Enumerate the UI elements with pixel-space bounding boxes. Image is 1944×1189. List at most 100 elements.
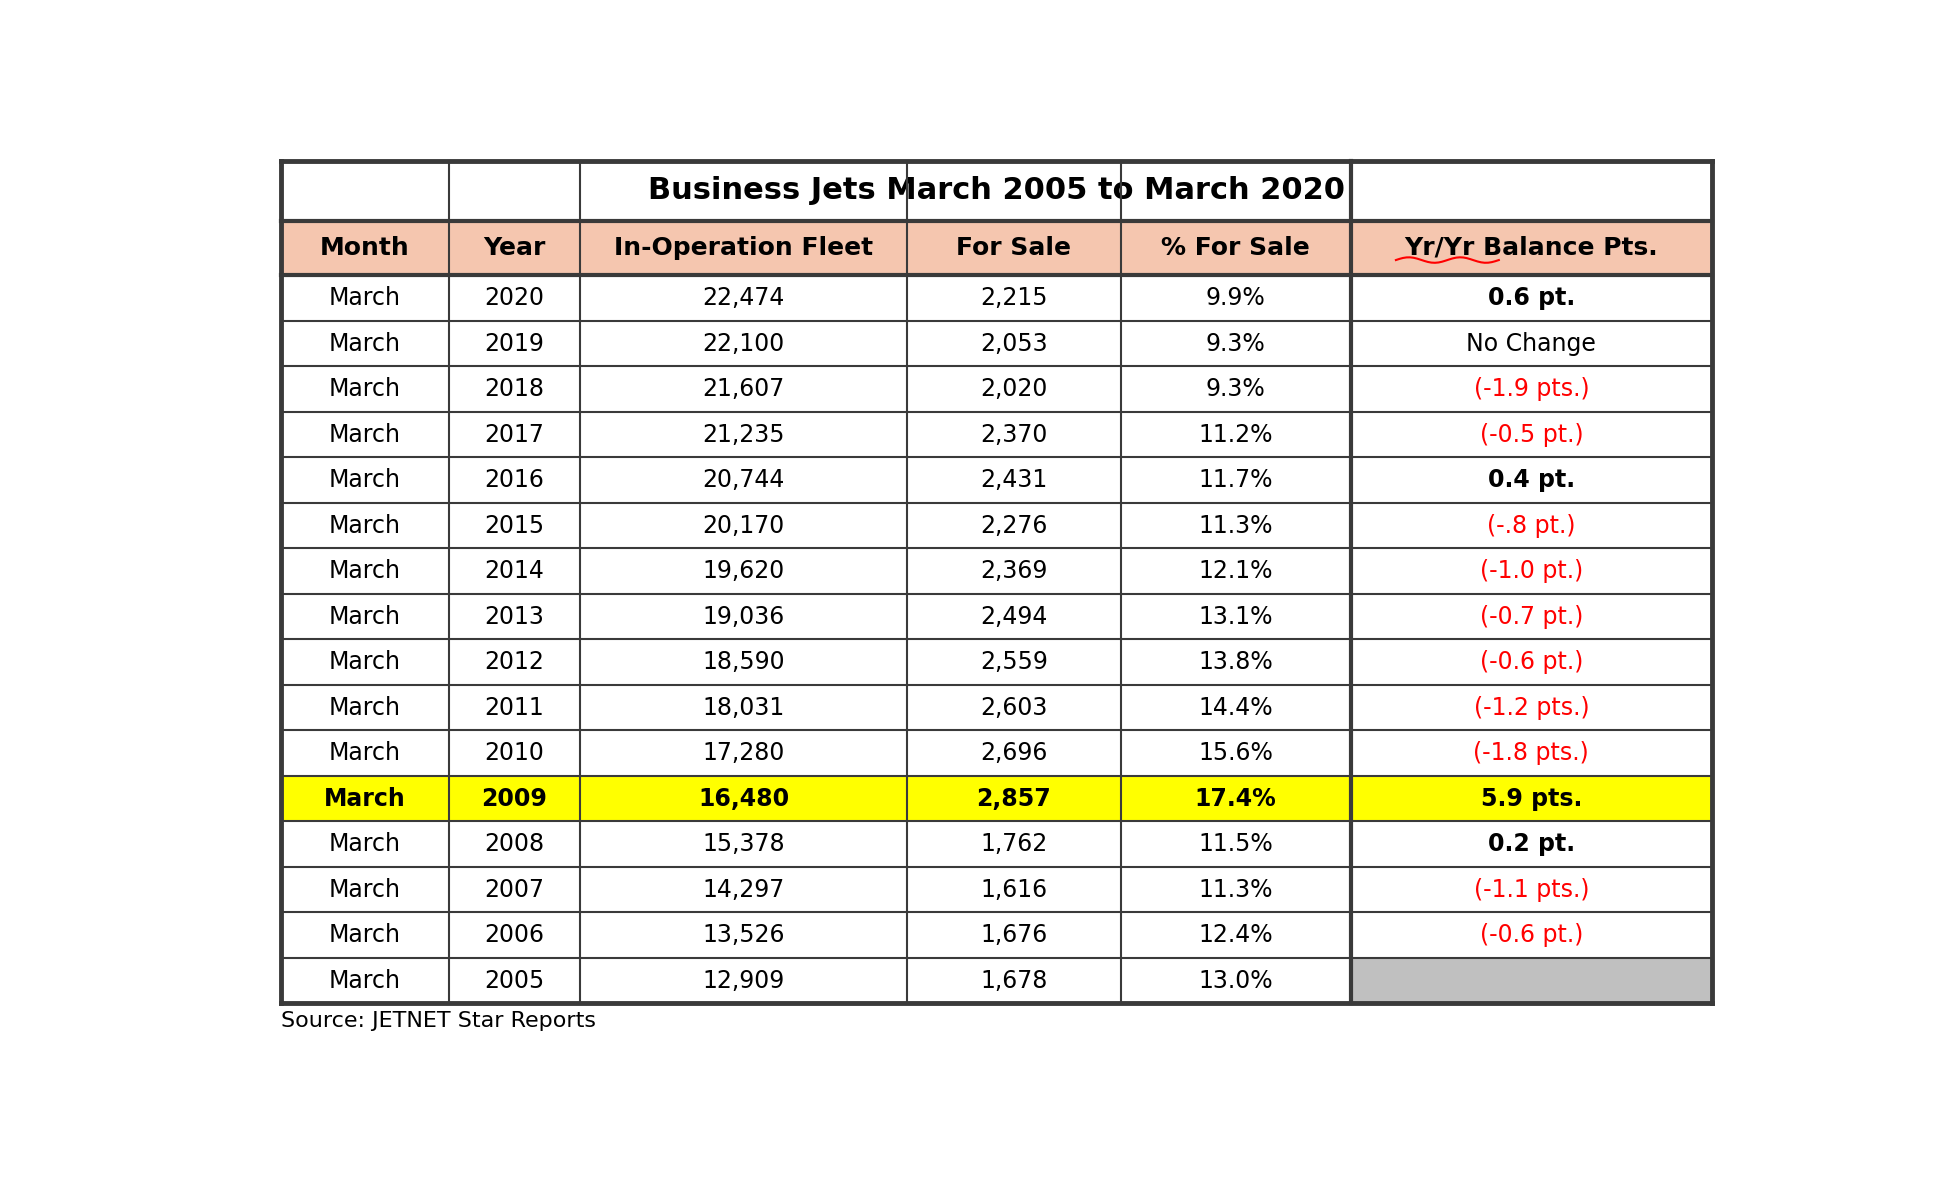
Bar [1351,366,1713,411]
Bar [579,867,908,912]
Text: Yr/Yr Balance Pts.: Yr/Yr Balance Pts. [1404,235,1658,260]
Text: 11.3%: 11.3% [1198,514,1273,537]
Bar [280,458,449,503]
Bar [449,503,579,548]
Text: 2009: 2009 [482,787,546,811]
Bar [908,458,1120,503]
Text: 2,494: 2,494 [980,605,1048,629]
Bar [1120,912,1351,958]
Text: March: March [325,787,406,811]
Bar [449,411,579,458]
Text: 0.2 pt.: 0.2 pt. [1487,832,1575,856]
Text: 2,020: 2,020 [980,377,1048,401]
Text: March: March [329,650,400,674]
Text: 17,280: 17,280 [702,741,785,765]
Text: Business Jets March 2005 to March 2020: Business Jets March 2005 to March 2020 [647,176,1345,206]
Text: Month: Month [319,235,410,260]
Text: 22,100: 22,100 [702,332,785,356]
Text: 21,235: 21,235 [702,422,785,447]
Bar [280,730,449,776]
Bar [908,548,1120,593]
Bar [579,458,908,503]
Bar [449,640,579,685]
Text: 2014: 2014 [484,559,544,583]
Bar [280,220,449,276]
Bar [1120,822,1351,867]
Bar [579,640,908,685]
Text: 9.9%: 9.9% [1205,287,1266,310]
Bar [1351,730,1713,776]
Text: March: March [329,877,400,901]
Bar [449,867,579,912]
Text: 2019: 2019 [484,332,544,356]
Bar [579,958,908,1004]
Text: 13,526: 13,526 [702,923,785,948]
Text: 2012: 2012 [484,650,544,674]
Text: March: March [329,832,400,856]
Bar [579,411,908,458]
Bar [1351,958,1713,1004]
Text: 1,678: 1,678 [980,969,1048,993]
Bar [579,593,908,640]
Text: 2010: 2010 [484,741,544,765]
Bar [280,321,449,366]
Text: (-0.6 pt.): (-0.6 pt.) [1479,923,1582,948]
Text: March: March [329,605,400,629]
Bar [908,958,1120,1004]
Text: 19,620: 19,620 [702,559,785,583]
Text: 17.4%: 17.4% [1196,787,1277,811]
Text: No Change: No Change [1466,332,1596,356]
Bar [579,276,908,321]
Bar [579,366,908,411]
Bar [1120,548,1351,593]
Text: 14,297: 14,297 [702,877,785,901]
Bar [579,776,908,822]
Bar [280,912,449,958]
Text: 2,559: 2,559 [980,650,1048,674]
Bar [908,411,1120,458]
Bar [1351,411,1713,458]
Text: 13.8%: 13.8% [1198,650,1273,674]
Bar [280,776,449,822]
Bar [1351,548,1713,593]
Bar [449,822,579,867]
Text: March: March [329,923,400,948]
Text: 1,762: 1,762 [980,832,1048,856]
Bar [1120,730,1351,776]
Text: 2017: 2017 [484,422,544,447]
Text: 13.1%: 13.1% [1198,605,1273,629]
Bar [1351,503,1713,548]
Text: 2006: 2006 [484,923,544,948]
Bar [1351,822,1713,867]
Text: 9.3%: 9.3% [1205,332,1266,356]
Text: March: March [329,559,400,583]
Text: 2011: 2011 [484,696,544,719]
Bar [449,593,579,640]
Text: March: March [329,741,400,765]
Text: (-0.6 pt.): (-0.6 pt.) [1479,650,1582,674]
Bar [280,366,449,411]
Bar [1351,776,1713,822]
Bar [449,321,579,366]
Text: For Sale: For Sale [956,235,1071,260]
Text: 18,031: 18,031 [702,696,785,719]
Bar [280,161,1713,220]
Text: 12,909: 12,909 [702,969,785,993]
Bar [280,548,449,593]
Text: (-1.2 pts.): (-1.2 pts.) [1474,696,1588,719]
Bar [1351,867,1713,912]
Text: 2,369: 2,369 [980,559,1048,583]
Bar [1351,593,1713,640]
Text: 16,480: 16,480 [698,787,789,811]
Bar [1120,640,1351,685]
Text: 1,616: 1,616 [980,877,1048,901]
Bar [579,730,908,776]
Bar [908,730,1120,776]
Text: Source: JETNET Star Reports: Source: JETNET Star Reports [280,1011,595,1031]
Bar [579,548,908,593]
Bar [579,321,908,366]
Text: 2,857: 2,857 [976,787,1052,811]
Bar [280,411,449,458]
Text: March: March [329,969,400,993]
Bar [579,912,908,958]
